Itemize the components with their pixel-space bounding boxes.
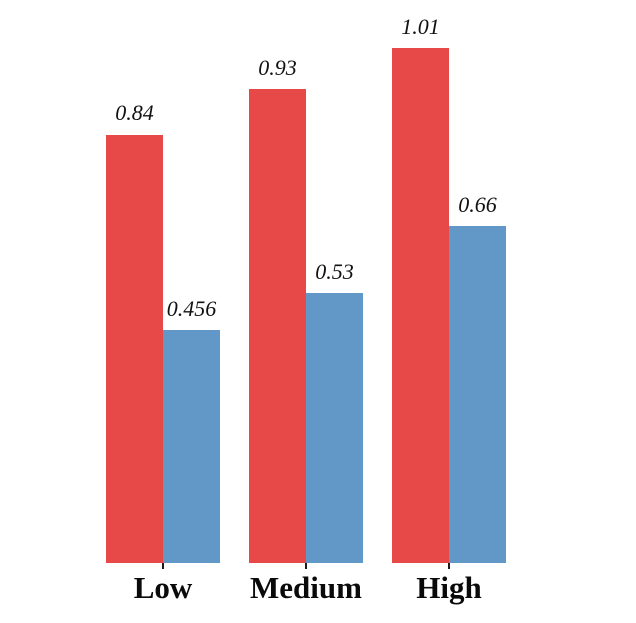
category-label-high: High (416, 570, 482, 605)
bar-red-series-medium (249, 88, 306, 563)
category-label-medium: Medium (250, 570, 362, 605)
bar-blue-series-medium (306, 292, 363, 563)
bar-value-label-blue-series-medium: 0.53 (315, 258, 354, 284)
bar-value-label-blue-series-high: 0.66 (458, 192, 497, 218)
bar-red-series-low (106, 134, 163, 563)
bar-blue-series-low (163, 330, 220, 563)
x-tick-medium (305, 563, 307, 569)
x-tick-low (162, 563, 164, 569)
category-label-low: Low (133, 570, 193, 605)
bar-value-label-red-series-high: 1.01 (401, 13, 440, 39)
bar-value-label-red-series-low: 0.84 (115, 100, 154, 126)
bar-blue-series-high (449, 226, 506, 563)
bar-value-label-red-series-medium: 0.93 (258, 54, 297, 80)
x-tick-high (448, 563, 450, 569)
bar-red-series-high (392, 47, 449, 563)
bar-value-label-blue-series-low: 0.456 (166, 296, 217, 322)
